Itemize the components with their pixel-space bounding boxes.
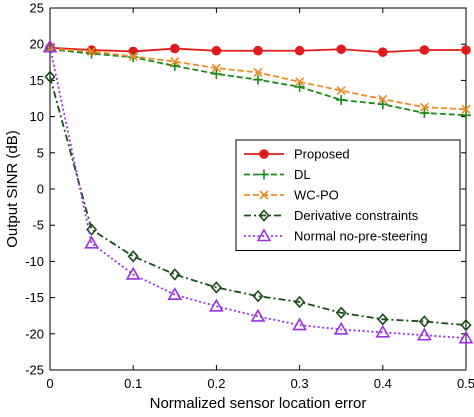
data-point [294,295,306,309]
data-point [336,44,347,55]
data-point [333,321,349,335]
y-axis-label: Output SINR (dB) [4,130,21,248]
axis-tick-labels: 0 0.1 0.2 0.3 0.4 0.5 -25 -20 -15 -10 -5 0 5 10 15 20 25 [25,1,474,392]
y-tick-label: 0 [37,182,44,197]
data-point [209,298,224,312]
legend-marker [258,209,270,222]
legend-marker [259,169,269,180]
data-point [419,45,430,55]
data-point [253,45,263,56]
data-point [125,266,141,280]
data-point [170,43,180,54]
y-tick-label: 20 [30,37,44,52]
y-tick-label: -5 [32,218,44,233]
data-point [169,268,181,281]
data-point [461,110,471,121]
series-proposed [45,43,471,57]
data-point [127,250,139,263]
legend-marker [259,190,269,200]
legend-entry: DL [244,167,311,182]
data-point [377,99,388,110]
data-point [211,68,222,79]
y-tick-label: -25 [25,363,44,378]
series-derivative-constraints [44,70,472,332]
y-tick-label: 5 [37,145,44,160]
data-point [250,308,266,322]
data-point [87,46,97,57]
data-point [252,289,264,303]
x-tick-label: 0.2 [207,376,225,391]
data-point [461,45,471,55]
data-point [44,70,56,83]
x-tick-label: 0.5 [457,376,474,391]
data-point [42,39,58,53]
axis-ticks [49,7,467,371]
data-point [128,51,138,62]
data-point [375,324,391,338]
legend-label: Derivative constraints [294,208,419,223]
legend-label: WC-PO [294,188,339,203]
x-tick-label: 0.4 [374,376,392,391]
x-axis-label: Normalized sensor location error [150,395,367,412]
data-point [167,287,183,301]
legend-marker [256,228,272,242]
data-point [378,94,388,104]
data-point [336,85,346,96]
x-tick-label: 0 [46,376,53,391]
data-point [458,330,474,344]
data-point [210,281,222,294]
data-point [170,57,180,67]
data-point [419,102,429,112]
y-tick-label: 15 [30,73,44,88]
y-tick-label: -10 [25,254,44,269]
data-point [417,327,432,341]
y-tick-label: 10 [30,109,44,124]
data-point [211,63,221,73]
series-layer [42,39,474,344]
data-point [253,67,263,78]
data-point [419,107,430,118]
legend-label: Proposed [294,147,350,162]
data-point [335,306,347,319]
legend-entry: Normal no-pre-steering [244,228,428,244]
y-tick-label: 25 [30,1,44,16]
y-tick-label: -20 [25,326,44,341]
legend-label: DL [294,167,311,182]
series-line [49,46,467,340]
data-point [253,74,263,85]
data-point [418,315,430,328]
x-tick-label: 0.1 [124,376,142,391]
data-point [336,94,347,105]
legend-entry: Derivative constraints [244,208,419,223]
data-point [84,235,99,249]
data-point [295,77,305,87]
data-point [377,313,389,326]
legend-label: Normal no-pre-steering [294,229,428,244]
legend: Proposed DL WC-PO Derivative constraints Nor… [235,139,461,251]
x-tick-label: 0.3 [291,376,309,391]
legend-entry: Proposed [244,147,350,162]
data-point [292,317,307,331]
data-point [294,45,305,56]
series-line [49,76,467,327]
data-point [460,318,472,332]
series-normal-no-pre-steering [42,39,474,344]
data-point [211,45,222,56]
data-point [86,48,97,59]
legend-marker [259,149,269,159]
data-point [294,81,305,92]
y-tick-label: -15 [25,290,44,305]
data-point [377,47,388,57]
data-point [461,104,471,114]
legend-entry: WC-PO [244,188,339,203]
